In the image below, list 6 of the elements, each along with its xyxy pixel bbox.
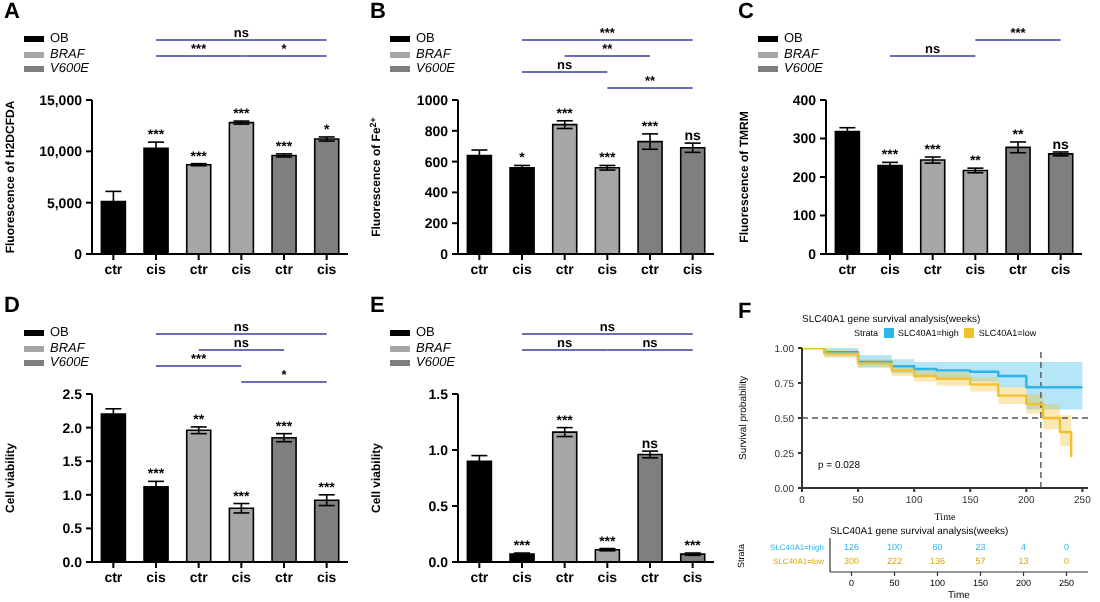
chart-title: C bbox=[738, 0, 754, 24]
chart-title: A bbox=[4, 0, 20, 24]
chart-title: E bbox=[370, 294, 385, 318]
chart-title: B bbox=[370, 0, 386, 24]
chart-title: F bbox=[738, 300, 752, 324]
chart-title: D bbox=[4, 294, 20, 318]
